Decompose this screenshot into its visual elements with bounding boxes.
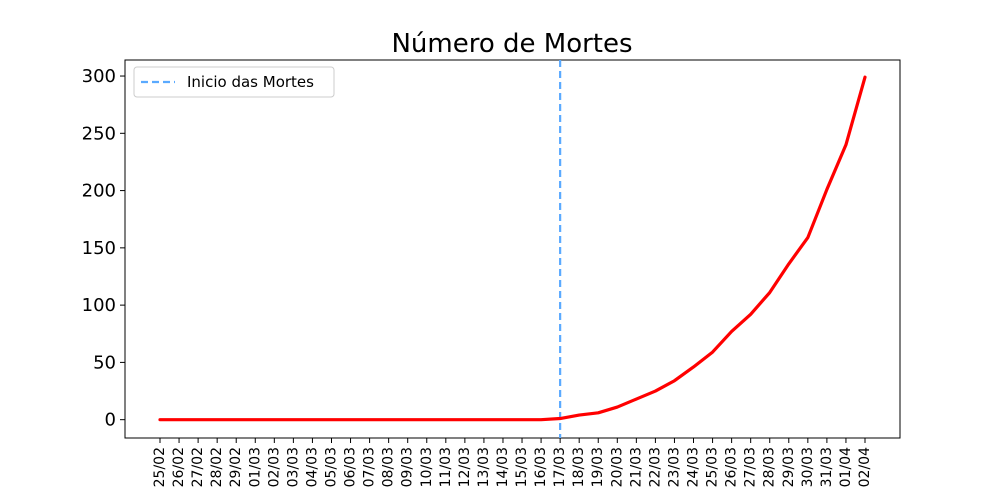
legend-box	[133, 66, 335, 98]
x-tick-label: 20/03	[609, 447, 625, 487]
x-tick-label: 14/03	[495, 447, 511, 487]
y-tick-label: 200	[82, 181, 116, 202]
x-tick-label: 18/03	[571, 447, 587, 487]
x-tick-label: 01/03	[247, 447, 263, 487]
x-tick-label: 06/03	[343, 447, 359, 487]
x-tick-label: 13/03	[476, 447, 492, 487]
x-tick-label: 25/03	[705, 447, 721, 487]
x-tick-label: 01/04	[838, 447, 854, 487]
y-tick-label: 150	[82, 238, 116, 259]
x-tick-label: 25/02	[152, 447, 168, 487]
x-tick-label: 05/03	[323, 447, 339, 487]
x-tick-label: 22/03	[647, 447, 663, 487]
x-tick-label: 24/03	[686, 447, 702, 487]
x-tick-label: 03/03	[285, 447, 301, 487]
series-layer	[158, 75, 867, 422]
x-tick-label: 07/03	[362, 447, 378, 487]
plot-area	[124, 59, 901, 439]
x-tick-label: 30/03	[800, 447, 816, 487]
legend-label: Inicio das Mortes	[187, 73, 314, 91]
y-tick-label: 100	[82, 295, 116, 316]
x-tick-label: 15/03	[514, 447, 530, 487]
x-tick-label: 12/03	[457, 447, 473, 487]
x-tick-label: 04/03	[304, 447, 320, 487]
y-axis: 0 50 100 150 200 250 300	[82, 66, 125, 431]
x-tick-label: 28/03	[762, 447, 778, 487]
x-tick-label: 19/03	[590, 447, 606, 487]
x-tick-label: 11/03	[438, 447, 454, 487]
chart-title: Número de Mortes	[391, 29, 632, 59]
x-axis: 25/02 26/02 27/02 28/02 29/02 01/03 02/03 03/03…	[152, 438, 873, 487]
x-tick-label: 02/04	[857, 447, 873, 487]
x-tick-label: 27/02	[190, 447, 206, 487]
x-tick-label: 26/02	[171, 447, 187, 487]
series-line-deaths	[158, 75, 867, 422]
x-tick-label: 31/03	[819, 447, 835, 487]
x-tick-label: 16/03	[533, 447, 549, 487]
x-tick-label: 10/03	[419, 447, 435, 487]
x-tick-label: 29/03	[781, 447, 797, 487]
legend: Inicio das Mortes	[133, 66, 335, 98]
y-tick-label: 50	[93, 352, 116, 373]
x-tick-label: 21/03	[628, 447, 644, 487]
x-tick-label: 28/02	[209, 447, 225, 487]
x-tick-label: 26/03	[724, 447, 740, 487]
y-tick-label: 300	[82, 66, 116, 87]
x-tick-label: 08/03	[381, 447, 397, 487]
y-tick-label: 0	[105, 410, 116, 431]
x-tick-label: 23/03	[666, 447, 682, 487]
y-tick-label: 250	[82, 123, 116, 144]
x-tick-label: 02/03	[266, 447, 282, 487]
x-tick-label: 09/03	[400, 447, 416, 487]
x-tick-label: 27/03	[743, 447, 759, 487]
x-tick-label: 17/03	[552, 447, 568, 487]
x-tick-label: 29/02	[228, 447, 244, 487]
